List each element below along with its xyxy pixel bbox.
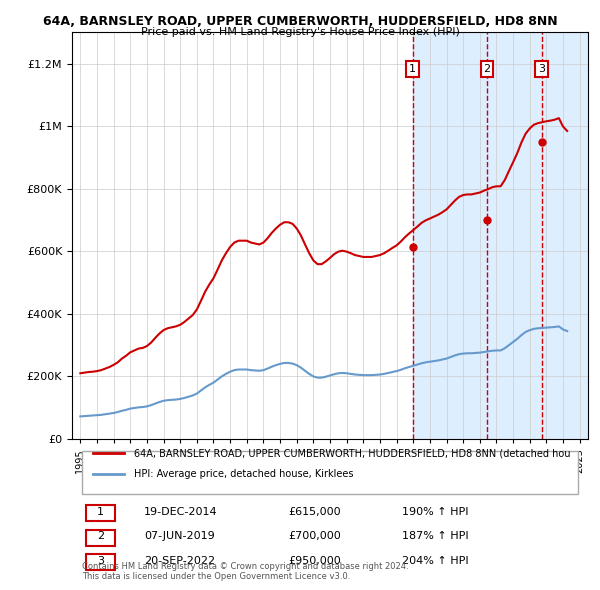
Bar <box>542 32 588 439</box>
Text: 3: 3 <box>538 64 545 74</box>
Text: 64A, BARNSLEY ROAD, UPPER CUMBERWORTH, HUDDERSFIELD, HD8 8NN (detached hou: 64A, BARNSLEY ROAD, UPPER CUMBERWORTH, H… <box>134 448 571 458</box>
Text: HPI: Average price, detached house, Kirklees: HPI: Average price, detached house, Kirk… <box>134 469 353 478</box>
FancyBboxPatch shape <box>82 451 578 494</box>
Text: 1: 1 <box>409 64 416 74</box>
Text: 07-JUN-2019: 07-JUN-2019 <box>144 531 215 541</box>
Text: 1: 1 <box>97 506 104 516</box>
Text: 204% ↑ HPI: 204% ↑ HPI <box>402 556 469 566</box>
Text: 19-DEC-2014: 19-DEC-2014 <box>144 506 218 516</box>
Text: Contains HM Land Registry data © Crown copyright and database right 2024.
This d: Contains HM Land Registry data © Crown c… <box>82 562 409 581</box>
Bar <box>542 32 588 439</box>
Text: 187% ↑ HPI: 187% ↑ HPI <box>402 531 469 541</box>
Text: £950,000: £950,000 <box>289 556 341 566</box>
Bar <box>487 32 542 439</box>
Text: Price paid vs. HM Land Registry's House Price Index (HPI): Price paid vs. HM Land Registry's House … <box>140 27 460 37</box>
Text: 190% ↑ HPI: 190% ↑ HPI <box>402 506 469 516</box>
Text: 64A, BARNSLEY ROAD, UPPER CUMBERWORTH, HUDDERSFIELD, HD8 8NN: 64A, BARNSLEY ROAD, UPPER CUMBERWORTH, H… <box>43 15 557 28</box>
Bar <box>413 32 487 439</box>
Text: 2: 2 <box>484 64 491 74</box>
FancyBboxPatch shape <box>86 555 115 571</box>
Text: 20-SEP-2022: 20-SEP-2022 <box>144 556 215 566</box>
Text: 2: 2 <box>97 531 104 541</box>
FancyBboxPatch shape <box>86 505 115 521</box>
Text: £700,000: £700,000 <box>289 531 341 541</box>
Text: £615,000: £615,000 <box>289 506 341 516</box>
Text: 3: 3 <box>97 556 104 566</box>
FancyBboxPatch shape <box>86 530 115 546</box>
